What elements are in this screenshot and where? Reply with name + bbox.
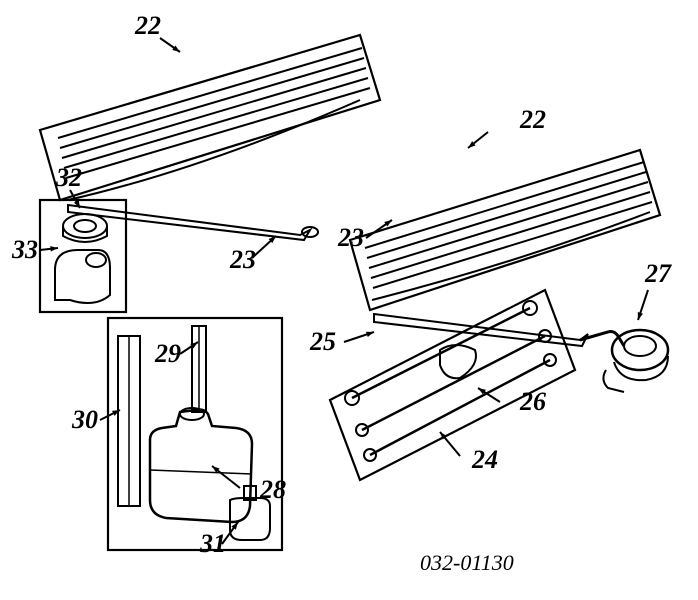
callout-32: 32 xyxy=(55,163,82,208)
reservoir-box xyxy=(108,318,282,550)
callout-22: 22 xyxy=(468,105,546,148)
callout-33: 33 xyxy=(11,235,58,264)
callout-25: 25 xyxy=(309,327,374,356)
callout-label-32: 32 xyxy=(55,163,82,192)
callout-27: 27 xyxy=(638,259,672,320)
callout-label-27: 27 xyxy=(644,259,672,288)
callout-30: 30 xyxy=(71,405,120,434)
wiper-arm-left xyxy=(68,205,310,240)
callout-22: 22 xyxy=(134,11,180,52)
wiper-blade-right-group xyxy=(350,150,660,346)
linkage-group xyxy=(330,290,575,480)
callout-label-23: 23 xyxy=(337,223,364,252)
callout-label-25: 25 xyxy=(309,327,336,356)
callout-31: 31 xyxy=(199,522,238,558)
callout-23: 23 xyxy=(229,236,276,274)
callout-label-24: 24 xyxy=(471,445,498,474)
wiper-blade-left-group xyxy=(40,35,380,240)
part-number: 032-01130 xyxy=(420,550,514,575)
callout-label-29: 29 xyxy=(154,339,181,368)
callout-label-26: 26 xyxy=(519,387,546,416)
callout-label-31: 31 xyxy=(199,529,226,558)
washer-nozzle xyxy=(55,250,110,303)
callout-label-28: 28 xyxy=(259,475,286,504)
wiper-blade-right-box xyxy=(350,150,660,310)
washer-reservoir xyxy=(150,410,252,523)
callout-label-22: 22 xyxy=(519,105,546,134)
wiper-blade-left-box xyxy=(40,35,380,200)
link-rod-2 xyxy=(362,336,545,430)
callout-label-33: 33 xyxy=(11,235,38,264)
linkage-box xyxy=(330,290,575,480)
wiper-motor xyxy=(580,330,668,392)
callout-label-30: 30 xyxy=(71,405,98,434)
reservoir-group xyxy=(108,318,282,550)
callout-label-23: 23 xyxy=(229,245,256,274)
callout-24: 24 xyxy=(440,432,498,474)
callout-label-22: 22 xyxy=(134,11,161,40)
